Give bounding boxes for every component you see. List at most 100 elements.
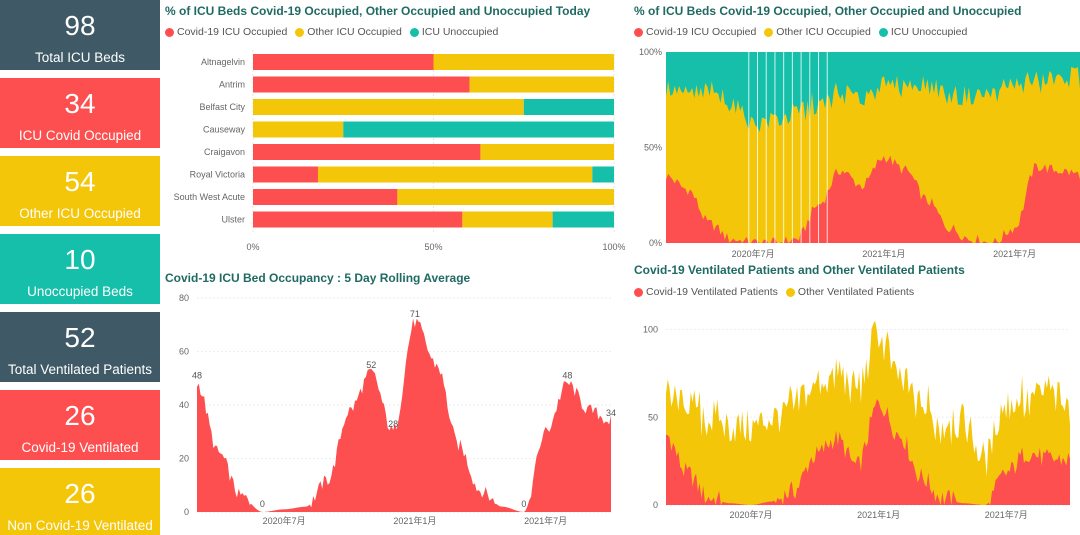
vent-chart-legend: Covid-19 Ventilated Patients Other Venti…: [634, 286, 918, 298]
category-label: Altnagelvin: [201, 57, 245, 67]
data-label: 0: [260, 499, 265, 509]
kpi-card: 26 Non Covid-19 Ventilated: [0, 468, 160, 535]
bar-segment-other-icu-occupied: [397, 189, 614, 205]
x-tick-label: 2021年7月: [993, 248, 1036, 259]
data-label: 48: [562, 371, 572, 381]
kpi-value: 34: [64, 88, 96, 119]
trend-chart-legend: Covid-19 ICU Occupied Other ICU Occupied…: [634, 26, 971, 38]
y-tick-label: 20: [179, 454, 189, 464]
rolling-chart-title: Covid-19 ICU Bed Occupancy : 5 Day Rolli…: [165, 271, 471, 285]
bar-segment-other-icu-occupied: [253, 121, 344, 138]
y-tick-label: 100: [643, 325, 658, 335]
y-tick-label: 0%: [649, 238, 662, 248]
icu-today-bar-chart: 0% 50% 100% Altnagelvin Antrim Belfast City Ca…: [174, 50, 625, 252]
bar-segment-other-icu-occupied: [317, 166, 593, 183]
kpi-label: Total ICU Beds: [34, 50, 126, 65]
x-tick-label: 2020年7月: [732, 248, 775, 259]
area-covid-ventilated: [666, 399, 1070, 505]
bar-segment-other-icu-occupied: [469, 76, 614, 93]
data-label: 48: [192, 371, 202, 381]
category-label: South West Acute: [174, 192, 245, 202]
kpi-card: 10 Unoccupied Beds: [0, 234, 160, 304]
legend-item-other: Other ICU Occupied: [295, 26, 402, 38]
kpi-value: 10: [64, 244, 96, 275]
x-tick-label: 2021年1月: [393, 515, 436, 526]
kpi-card: 26 Covid-19 Ventilated: [0, 390, 160, 460]
category-label: Royal Victoria: [190, 170, 245, 180]
kpi-card: 98 Total ICU Beds: [0, 0, 160, 70]
bar-segment-other-icu-occupied: [480, 144, 614, 160]
bar-segment-icu-unoccupied: [523, 99, 614, 115]
data-label: 28: [388, 419, 398, 429]
bar-segment-other-icu-occupied: [253, 99, 524, 115]
y-tick-label: 0: [184, 507, 189, 517]
bar-segment-icu-unoccupied: [552, 211, 614, 228]
x-tick-label: 2021年1月: [862, 248, 905, 259]
kpi-label: Covid-19 Ventilated: [21, 440, 139, 455]
icu-trend-area-chart: 0% 50% 100% 2020年7月 2021年1月 2021年7月: [639, 47, 1080, 259]
data-label: 71: [410, 309, 420, 319]
bar-chart-legend: Covid-19 ICU Occupied Other ICU Occupied…: [165, 26, 502, 38]
bar-segment-covid-19-icu-occupied: [253, 76, 470, 93]
bar-segment-covid-19-icu-occupied: [253, 189, 398, 205]
legend-item-other: Other ICU Occupied: [764, 26, 871, 38]
x-tick-label: 2021年7月: [524, 515, 567, 526]
bar-chart-title: % of ICU Beds Covid-19 Occupied, Other O…: [165, 4, 591, 18]
legend-item-unoccupied: ICU Unoccupied: [409, 26, 498, 38]
vent-chart-title: Covid-19 Ventilated Patients and Other V…: [634, 263, 965, 277]
area-covid-icu-rolling-average: [197, 318, 611, 512]
y-tick-label: 50: [648, 412, 658, 422]
bar-segment-other-icu-occupied: [462, 211, 553, 228]
y-tick-label: 100%: [639, 47, 662, 57]
rolling-average-area-chart: 0 20 40 60 80 48 0 52 28 71 0 48 34 2020年7月 2021年1月 202…: [179, 293, 616, 526]
x-tick-label: 2020年7月: [730, 509, 773, 520]
kpi-label: Total Ventilated Patients: [7, 362, 153, 377]
y-tick-label: 80: [179, 293, 189, 303]
kpi-value: 98: [64, 10, 96, 41]
category-label: Antrim: [219, 80, 245, 90]
trend-chart-title: % of ICU Beds Covid-19 Occupied, Other O…: [634, 4, 1022, 18]
bar-segment-icu-unoccupied: [343, 121, 614, 138]
category-label: Causeway: [203, 125, 246, 135]
area-other-ventilated: [666, 320, 1070, 505]
area-other-icu-occupied: [666, 66, 1080, 244]
data-label: 52: [366, 360, 376, 370]
legend-item-covid: Covid-19 ICU Occupied: [634, 26, 756, 38]
kpi-card: 52 Total Ventilated Patients: [0, 312, 160, 382]
kpi-label: Unoccupied Beds: [27, 284, 133, 299]
y-tick-label: 0: [653, 500, 658, 510]
kpi-value: 26: [64, 400, 96, 431]
x-tick-label: 50%: [424, 242, 442, 252]
data-label: 34: [606, 408, 616, 418]
y-tick-label: 40: [179, 400, 189, 410]
x-tick-label: 100%: [602, 242, 625, 252]
x-tick-label: 2020年7月: [263, 515, 306, 526]
bar-segment-covid-19-icu-occupied: [253, 166, 318, 183]
category-label: Belfast City: [199, 102, 245, 112]
y-tick-label: 50%: [644, 143, 662, 153]
kpi-label: Other ICU Occupied: [19, 206, 141, 221]
legend-item-unoccupied: ICU Unoccupied: [878, 26, 967, 38]
kpi-card: 34 ICU Covid Occupied: [0, 78, 160, 148]
legend-item-other-vent: Other Ventilated Patients: [785, 286, 914, 298]
x-tick-label: 2021年1月: [857, 509, 900, 520]
kpi-label: Non Covid-19 Ventilated: [7, 518, 153, 533]
kpi-label: ICU Covid Occupied: [18, 128, 142, 143]
legend-item-covid-vent: Covid-19 Ventilated Patients: [634, 286, 778, 298]
bar-segment-covid-19-icu-occupied: [253, 211, 463, 228]
bar-segment-covid-19-icu-occupied: [253, 144, 481, 160]
y-tick-label: 60: [179, 347, 189, 357]
category-label: Ulster: [221, 215, 245, 225]
kpi-value: 52: [64, 322, 96, 353]
x-tick-label: 2021年7月: [985, 509, 1028, 520]
kpi-card: 54 Other ICU Occupied: [0, 156, 160, 226]
bar-segment-icu-unoccupied: [592, 166, 614, 183]
bar-segment-other-icu-occupied: [433, 54, 614, 70]
category-label: Craigavon: [204, 147, 245, 157]
legend-item-covid: Covid-19 ICU Occupied: [165, 26, 287, 38]
kpi-value: 26: [64, 478, 96, 509]
ventilated-area-chart: 0 50 100 2020年7月 2021年1月 2021年7月: [643, 320, 1070, 520]
x-tick-label: 0%: [246, 242, 259, 252]
data-label: 0: [521, 499, 526, 509]
kpi-value: 54: [64, 166, 96, 197]
